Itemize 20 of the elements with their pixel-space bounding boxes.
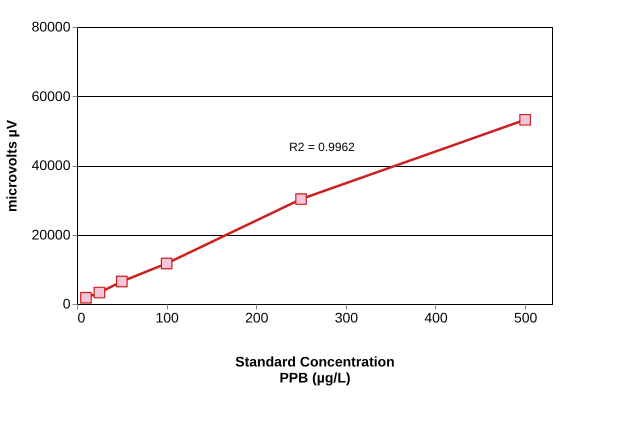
point bbox=[295, 193, 307, 205]
x-axis-title: Standard Concentration PPB (µg/L) bbox=[235, 354, 395, 386]
x-tick-label: 0 bbox=[78, 310, 86, 326]
point bbox=[94, 286, 106, 298]
x-tick-label: 200 bbox=[245, 310, 269, 326]
y-tick-label: 40000 bbox=[32, 157, 71, 173]
x-tick-label: 300 bbox=[334, 310, 358, 326]
x-tick-label: 400 bbox=[424, 310, 448, 326]
x-tick-label: 500 bbox=[514, 310, 538, 326]
x-tick-label: 100 bbox=[155, 310, 180, 326]
y-tick-label: 80000 bbox=[32, 18, 71, 34]
y-tick-label: 60000 bbox=[32, 88, 71, 104]
y-tick-label: 0 bbox=[62, 296, 71, 312]
y-tick-label: 20000 bbox=[32, 226, 71, 242]
point bbox=[116, 276, 128, 288]
annotation: R2 = 0.9962 bbox=[289, 140, 356, 154]
y-axis-title: microvolts µV bbox=[4, 119, 20, 212]
point bbox=[519, 114, 531, 126]
point bbox=[160, 258, 172, 270]
point bbox=[80, 292, 92, 304]
